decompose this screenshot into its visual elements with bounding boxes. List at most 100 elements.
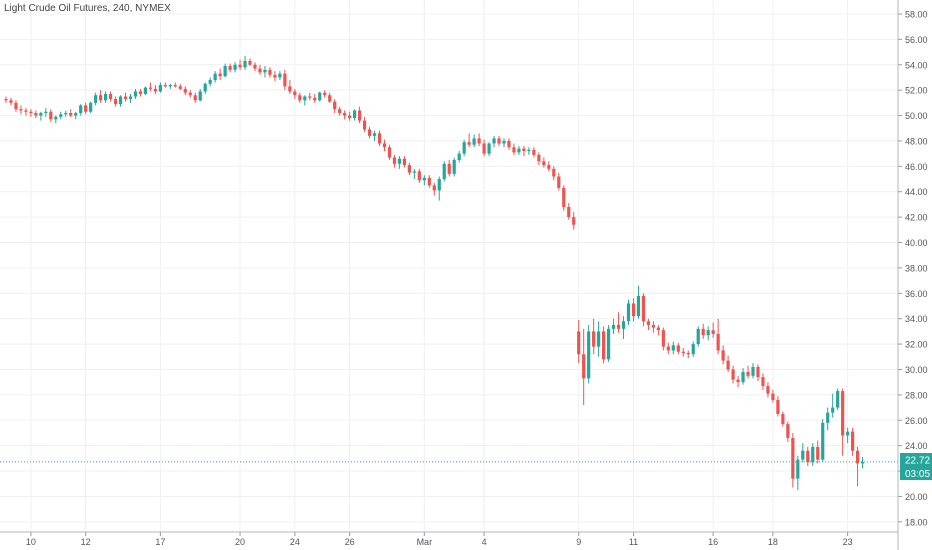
candle-body	[492, 138, 496, 144]
candle	[218, 68, 222, 80]
candle-body	[49, 111, 53, 120]
candle-body	[577, 331, 581, 355]
candle-body	[666, 346, 670, 351]
candle	[273, 71, 277, 82]
y-tick-label: 24.00	[905, 441, 928, 451]
candle	[323, 90, 327, 98]
candle	[557, 172, 561, 191]
candle-body	[512, 147, 516, 153]
candle	[761, 373, 765, 390]
candle-body	[372, 133, 377, 136]
candle	[263, 66, 267, 78]
x-tick-label: 9	[576, 537, 581, 547]
candle	[656, 325, 660, 336]
candle-body	[741, 372, 745, 383]
candle-body	[99, 95, 103, 101]
candle	[318, 91, 322, 102]
candle	[29, 109, 33, 117]
candle	[84, 102, 88, 115]
candle-body	[537, 154, 541, 162]
candle-body	[701, 328, 705, 336]
candle-body	[826, 412, 830, 423]
x-tick-label: 18	[768, 537, 778, 547]
candle	[641, 293, 646, 327]
candle-body	[626, 303, 631, 322]
candle-body	[572, 217, 576, 225]
candle	[537, 152, 541, 166]
candle-body	[771, 393, 775, 400]
candle-body	[422, 177, 426, 181]
candle-body	[497, 138, 501, 144]
candle	[34, 110, 38, 119]
candle	[841, 388, 845, 456]
candle	[19, 105, 23, 115]
candle	[577, 319, 581, 364]
candle-body	[646, 321, 651, 326]
candle	[39, 111, 43, 121]
candle-body	[377, 133, 382, 144]
y-tick-label: 44.00	[905, 187, 928, 197]
candle	[357, 106, 362, 124]
candle-body	[472, 138, 476, 145]
candle	[477, 133, 481, 147]
candle-body	[796, 459, 800, 479]
candle	[572, 212, 576, 230]
candle	[113, 96, 118, 107]
candle-body	[387, 147, 392, 158]
candle	[771, 389, 775, 403]
candle-body	[4, 99, 8, 101]
x-tick-label: 10	[26, 537, 36, 547]
candle	[208, 77, 212, 87]
candle	[592, 318, 596, 355]
candle-body	[288, 86, 292, 92]
candle-body	[273, 74, 277, 78]
candle	[343, 110, 347, 120]
candle	[213, 71, 217, 83]
y-tick-label: 56.00	[905, 35, 928, 45]
candle	[686, 350, 690, 359]
candle	[726, 355, 730, 373]
candle-body	[24, 110, 28, 112]
candle-body	[323, 92, 327, 96]
candle	[611, 318, 616, 334]
x-tick-label: 12	[81, 537, 91, 547]
candle	[731, 365, 735, 384]
candle	[492, 135, 496, 148]
candle-body	[841, 391, 845, 436]
x-tick-label: 24	[290, 537, 300, 547]
candle-body	[298, 95, 302, 101]
y-tick-label: 42.00	[905, 213, 928, 223]
candle	[138, 88, 143, 97]
candle	[467, 133, 471, 148]
candle-body	[522, 148, 526, 152]
candle	[855, 446, 860, 487]
candle	[696, 326, 700, 347]
candle	[402, 156, 406, 168]
candle-body	[357, 110, 362, 121]
y-tick-label: 38.00	[905, 263, 928, 273]
candle	[412, 168, 416, 180]
candle	[681, 347, 685, 357]
candle-body	[412, 171, 416, 173]
candle-body	[616, 325, 621, 329]
candle-body	[532, 149, 536, 155]
candle-body	[94, 95, 98, 103]
y-tick-label: 50.00	[905, 111, 928, 121]
candle	[308, 92, 312, 101]
candle	[587, 325, 591, 384]
candle	[108, 91, 113, 102]
candle	[776, 396, 780, 417]
candle	[756, 364, 760, 381]
y-tick-label: 36.00	[905, 289, 928, 299]
candle-body	[746, 372, 750, 376]
candle	[552, 166, 556, 181]
candle-body	[283, 73, 287, 87]
candle	[502, 138, 506, 148]
candle	[24, 107, 28, 116]
candle-body	[367, 129, 372, 136]
candle-body	[19, 109, 23, 111]
candle	[44, 107, 48, 117]
candle	[203, 82, 207, 94]
